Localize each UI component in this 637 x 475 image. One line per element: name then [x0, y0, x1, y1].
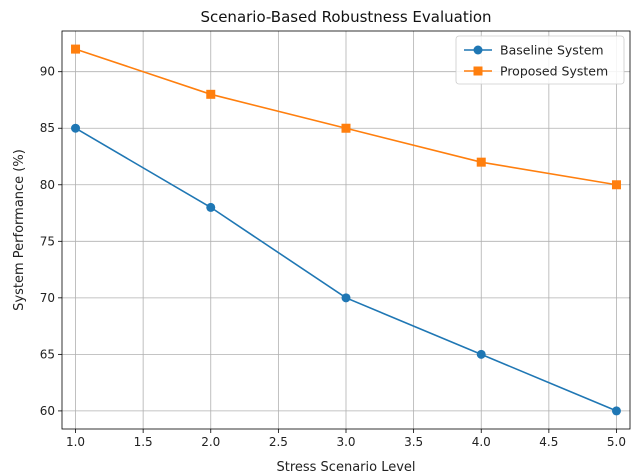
y-tick-label: 80 [40, 178, 55, 192]
x-tick-label: 2.0 [201, 435, 220, 449]
legend-marker [473, 45, 483, 55]
data-point [71, 44, 81, 54]
data-point [341, 123, 351, 133]
x-tick-label: 3.5 [404, 435, 423, 449]
data-point [611, 180, 621, 190]
legend-box [455, 35, 625, 85]
data-point [206, 89, 216, 99]
x-tick-label: 3.0 [336, 435, 355, 449]
x-axis-ticks: 1.0 1.5 2.0 2.5 3.0 3.5 4.0 4.5 5.0 [66, 429, 626, 449]
series-layer [71, 44, 621, 416]
y-tick-label: 85 [40, 121, 55, 135]
data-point [206, 202, 216, 212]
y-tick-label: 75 [40, 234, 55, 248]
y-tick-label: 70 [40, 291, 55, 305]
x-tick-label: 4.5 [539, 435, 558, 449]
y-axis-label: System Performance (%) [12, 149, 27, 311]
data-point [611, 406, 621, 416]
x-tick-label: 1.5 [134, 435, 153, 449]
y-tick-label: 60 [40, 404, 55, 418]
x-tick-label: 2.5 [269, 435, 288, 449]
legend-marker [473, 66, 483, 76]
x-tick-label: 5.0 [607, 435, 626, 449]
data-point [476, 349, 486, 359]
y-tick-label: 65 [40, 347, 55, 361]
data-point [71, 123, 81, 133]
x-axis-label: Stress Scenario Level [276, 460, 415, 475]
chart-title: Scenario-Based Robustness Evaluation [200, 8, 491, 26]
legend-label: Proposed System [500, 64, 608, 79]
data-point [476, 157, 486, 167]
legend-label: Baseline System [500, 43, 604, 58]
data-point [341, 293, 351, 303]
x-tick-label: 1.0 [66, 435, 85, 449]
x-tick-label: 4.0 [472, 435, 491, 449]
y-tick-label: 90 [40, 65, 55, 79]
legend: Baseline System Proposed System [455, 35, 625, 85]
y-axis-ticks: 60 65 70 75 80 85 90 [40, 65, 62, 418]
